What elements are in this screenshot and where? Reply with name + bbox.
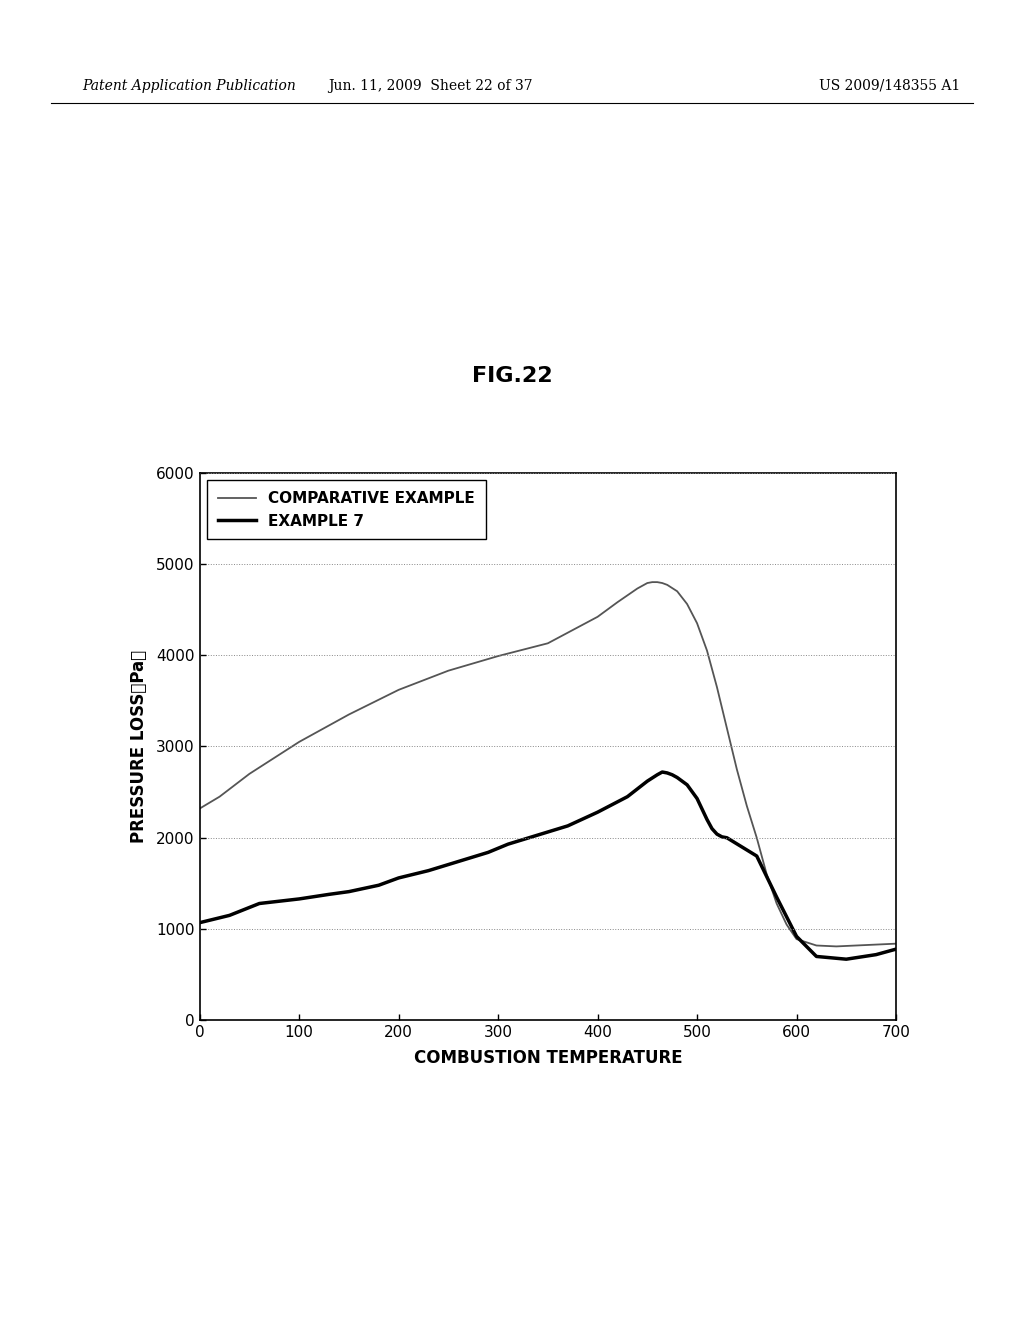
COMPARATIVE EXAMPLE — [691, 615, 703, 631]
EXAMPLE 7 — [666, 767, 678, 783]
EXAMPLE 7 — [870, 946, 883, 962]
EXAMPLE 7 — [531, 828, 544, 843]
COMPARATIVE EXAMPLE — [791, 931, 803, 946]
X-axis label: COMBUSTION TEMPERATURE: COMBUSTION TEMPERATURE — [414, 1048, 682, 1067]
EXAMPLE 7 — [482, 845, 495, 861]
EXAMPLE 7 — [656, 764, 669, 780]
EXAMPLE 7 — [561, 818, 573, 834]
COMPARATIVE EXAMPLE — [646, 574, 658, 590]
COMPARATIVE EXAMPLE — [662, 577, 674, 593]
EXAMPLE 7 — [681, 777, 693, 793]
COMPARATIVE EXAMPLE — [492, 648, 504, 664]
COMPARATIVE EXAMPLE — [740, 797, 753, 813]
EXAMPLE 7 — [323, 887, 335, 903]
Text: Patent Application Publication: Patent Application Publication — [82, 79, 296, 92]
EXAMPLE 7 — [453, 854, 465, 870]
EXAMPLE 7 — [691, 791, 703, 807]
Text: US 2009/148355 A1: US 2009/148355 A1 — [819, 79, 961, 92]
COMPARATIVE EXAMPLE — [751, 830, 763, 846]
EXAMPLE 7 — [641, 774, 653, 789]
COMPARATIVE EXAMPLE — [244, 766, 256, 781]
EXAMPLE 7 — [700, 812, 713, 828]
COMPARATIVE EXAMPLE — [392, 682, 404, 698]
EXAMPLE 7 — [622, 789, 634, 805]
COMPARATIVE EXAMPLE — [700, 643, 713, 659]
COMPARATIVE EXAMPLE — [194, 801, 206, 817]
EXAMPLE 7 — [751, 847, 763, 863]
EXAMPLE 7 — [711, 826, 723, 842]
EXAMPLE 7 — [716, 829, 728, 845]
EXAMPLE 7 — [373, 878, 385, 894]
EXAMPLE 7 — [422, 863, 434, 879]
COMPARATIVE EXAMPLE — [542, 635, 554, 651]
EXAMPLE 7 — [293, 891, 305, 907]
COMPARATIVE EXAMPLE — [830, 939, 843, 954]
EXAMPLE 7 — [810, 949, 822, 965]
COMPARATIVE EXAMPLE — [651, 574, 664, 590]
COMPARATIVE EXAMPLE — [711, 680, 723, 696]
COMPARATIVE EXAMPLE — [213, 789, 225, 805]
Text: Jun. 11, 2009  Sheet 22 of 37: Jun. 11, 2009 Sheet 22 of 37 — [328, 79, 532, 92]
COMPARATIVE EXAMPLE — [870, 937, 883, 953]
EXAMPLE 7 — [253, 895, 265, 911]
COMPARATIVE EXAMPLE — [671, 583, 683, 599]
EXAMPLE 7 — [840, 952, 852, 968]
EXAMPLE 7 — [194, 915, 206, 931]
EXAMPLE 7 — [343, 883, 355, 899]
EXAMPLE 7 — [662, 766, 674, 781]
Y-axis label: PRESSURE LOSS（Pa）: PRESSURE LOSS（Pa） — [130, 649, 147, 843]
EXAMPLE 7 — [791, 928, 803, 944]
COMPARATIVE EXAMPLE — [810, 937, 822, 953]
COMPARATIVE EXAMPLE — [780, 916, 793, 932]
COMPARATIVE EXAMPLE — [770, 895, 782, 911]
EXAMPLE 7 — [721, 830, 733, 846]
EXAMPLE 7 — [502, 837, 514, 853]
COMPARATIVE EXAMPLE — [721, 721, 733, 737]
EXAMPLE 7 — [223, 907, 236, 923]
COMPARATIVE EXAMPLE — [681, 597, 693, 612]
COMPARATIVE EXAMPLE — [611, 594, 624, 610]
COMPARATIVE EXAMPLE — [656, 576, 669, 591]
COMPARATIVE EXAMPLE — [293, 734, 305, 750]
EXAMPLE 7 — [890, 941, 902, 957]
COMPARATIVE EXAMPLE — [343, 706, 355, 722]
COMPARATIVE EXAMPLE — [890, 936, 902, 952]
EXAMPLE 7 — [706, 821, 718, 837]
COMPARATIVE EXAMPLE — [592, 609, 604, 624]
Line: EXAMPLE 7: EXAMPLE 7 — [200, 772, 896, 960]
EXAMPLE 7 — [770, 890, 782, 906]
Legend: COMPARATIVE EXAMPLE, EXAMPLE 7: COMPARATIVE EXAMPLE, EXAMPLE 7 — [207, 480, 485, 540]
EXAMPLE 7 — [651, 767, 664, 783]
COMPARATIVE EXAMPLE — [631, 581, 643, 597]
EXAMPLE 7 — [671, 770, 683, 785]
EXAMPLE 7 — [392, 870, 404, 886]
Text: FIG.22: FIG.22 — [472, 366, 552, 387]
COMPARATIVE EXAMPLE — [442, 663, 455, 678]
EXAMPLE 7 — [592, 804, 604, 820]
COMPARATIVE EXAMPLE — [641, 576, 653, 591]
COMPARATIVE EXAMPLE — [761, 866, 773, 882]
Line: COMPARATIVE EXAMPLE: COMPARATIVE EXAMPLE — [200, 582, 896, 946]
COMPARATIVE EXAMPLE — [731, 762, 743, 777]
COMPARATIVE EXAMPLE — [850, 937, 862, 953]
